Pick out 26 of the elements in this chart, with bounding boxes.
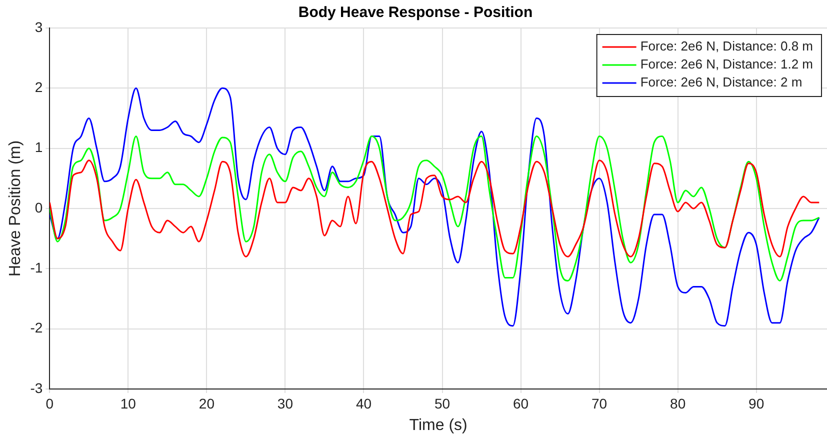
- x-tick-label: 70: [592, 395, 608, 412]
- line-series: [50, 136, 820, 282]
- y-tick-label: 1: [34, 139, 43, 156]
- y-tick-label: 2: [34, 79, 43, 96]
- line-series: [50, 87, 820, 327]
- y-tick-label: 0: [34, 199, 43, 216]
- y-tick-label: 3: [34, 18, 43, 35]
- x-tick-label: 30: [277, 395, 294, 412]
- x-tick-label: 0: [46, 395, 54, 412]
- line-series: [50, 160, 820, 258]
- x-tick-label: 60: [512, 395, 529, 412]
- x-tick-label: 80: [670, 395, 686, 412]
- y-axis-title: Heave Position (m): [7, 140, 24, 277]
- legend-label: Force: 2e6 N, Distance: 2 m: [640, 74, 802, 90]
- x-tick-label: 10: [120, 395, 136, 412]
- legend-label: Force: 2e6 N, Distance: 0.8 m: [640, 38, 814, 54]
- x-tick-label: 90: [748, 395, 764, 412]
- x-tick-label: 20: [198, 395, 215, 412]
- x-axis-title: Time (s): [409, 416, 468, 434]
- x-tick-label: 50: [434, 395, 450, 412]
- y-tick-label: -1: [30, 260, 43, 276]
- legend-label: Force: 2e6 N, Distance: 1.2 m: [640, 56, 814, 72]
- y-tick-label: -3: [30, 380, 43, 396]
- chart-title: Body Heave Response - Position: [298, 4, 533, 22]
- x-tick-label: 40: [356, 395, 372, 412]
- y-tick-label: -2: [30, 320, 43, 336]
